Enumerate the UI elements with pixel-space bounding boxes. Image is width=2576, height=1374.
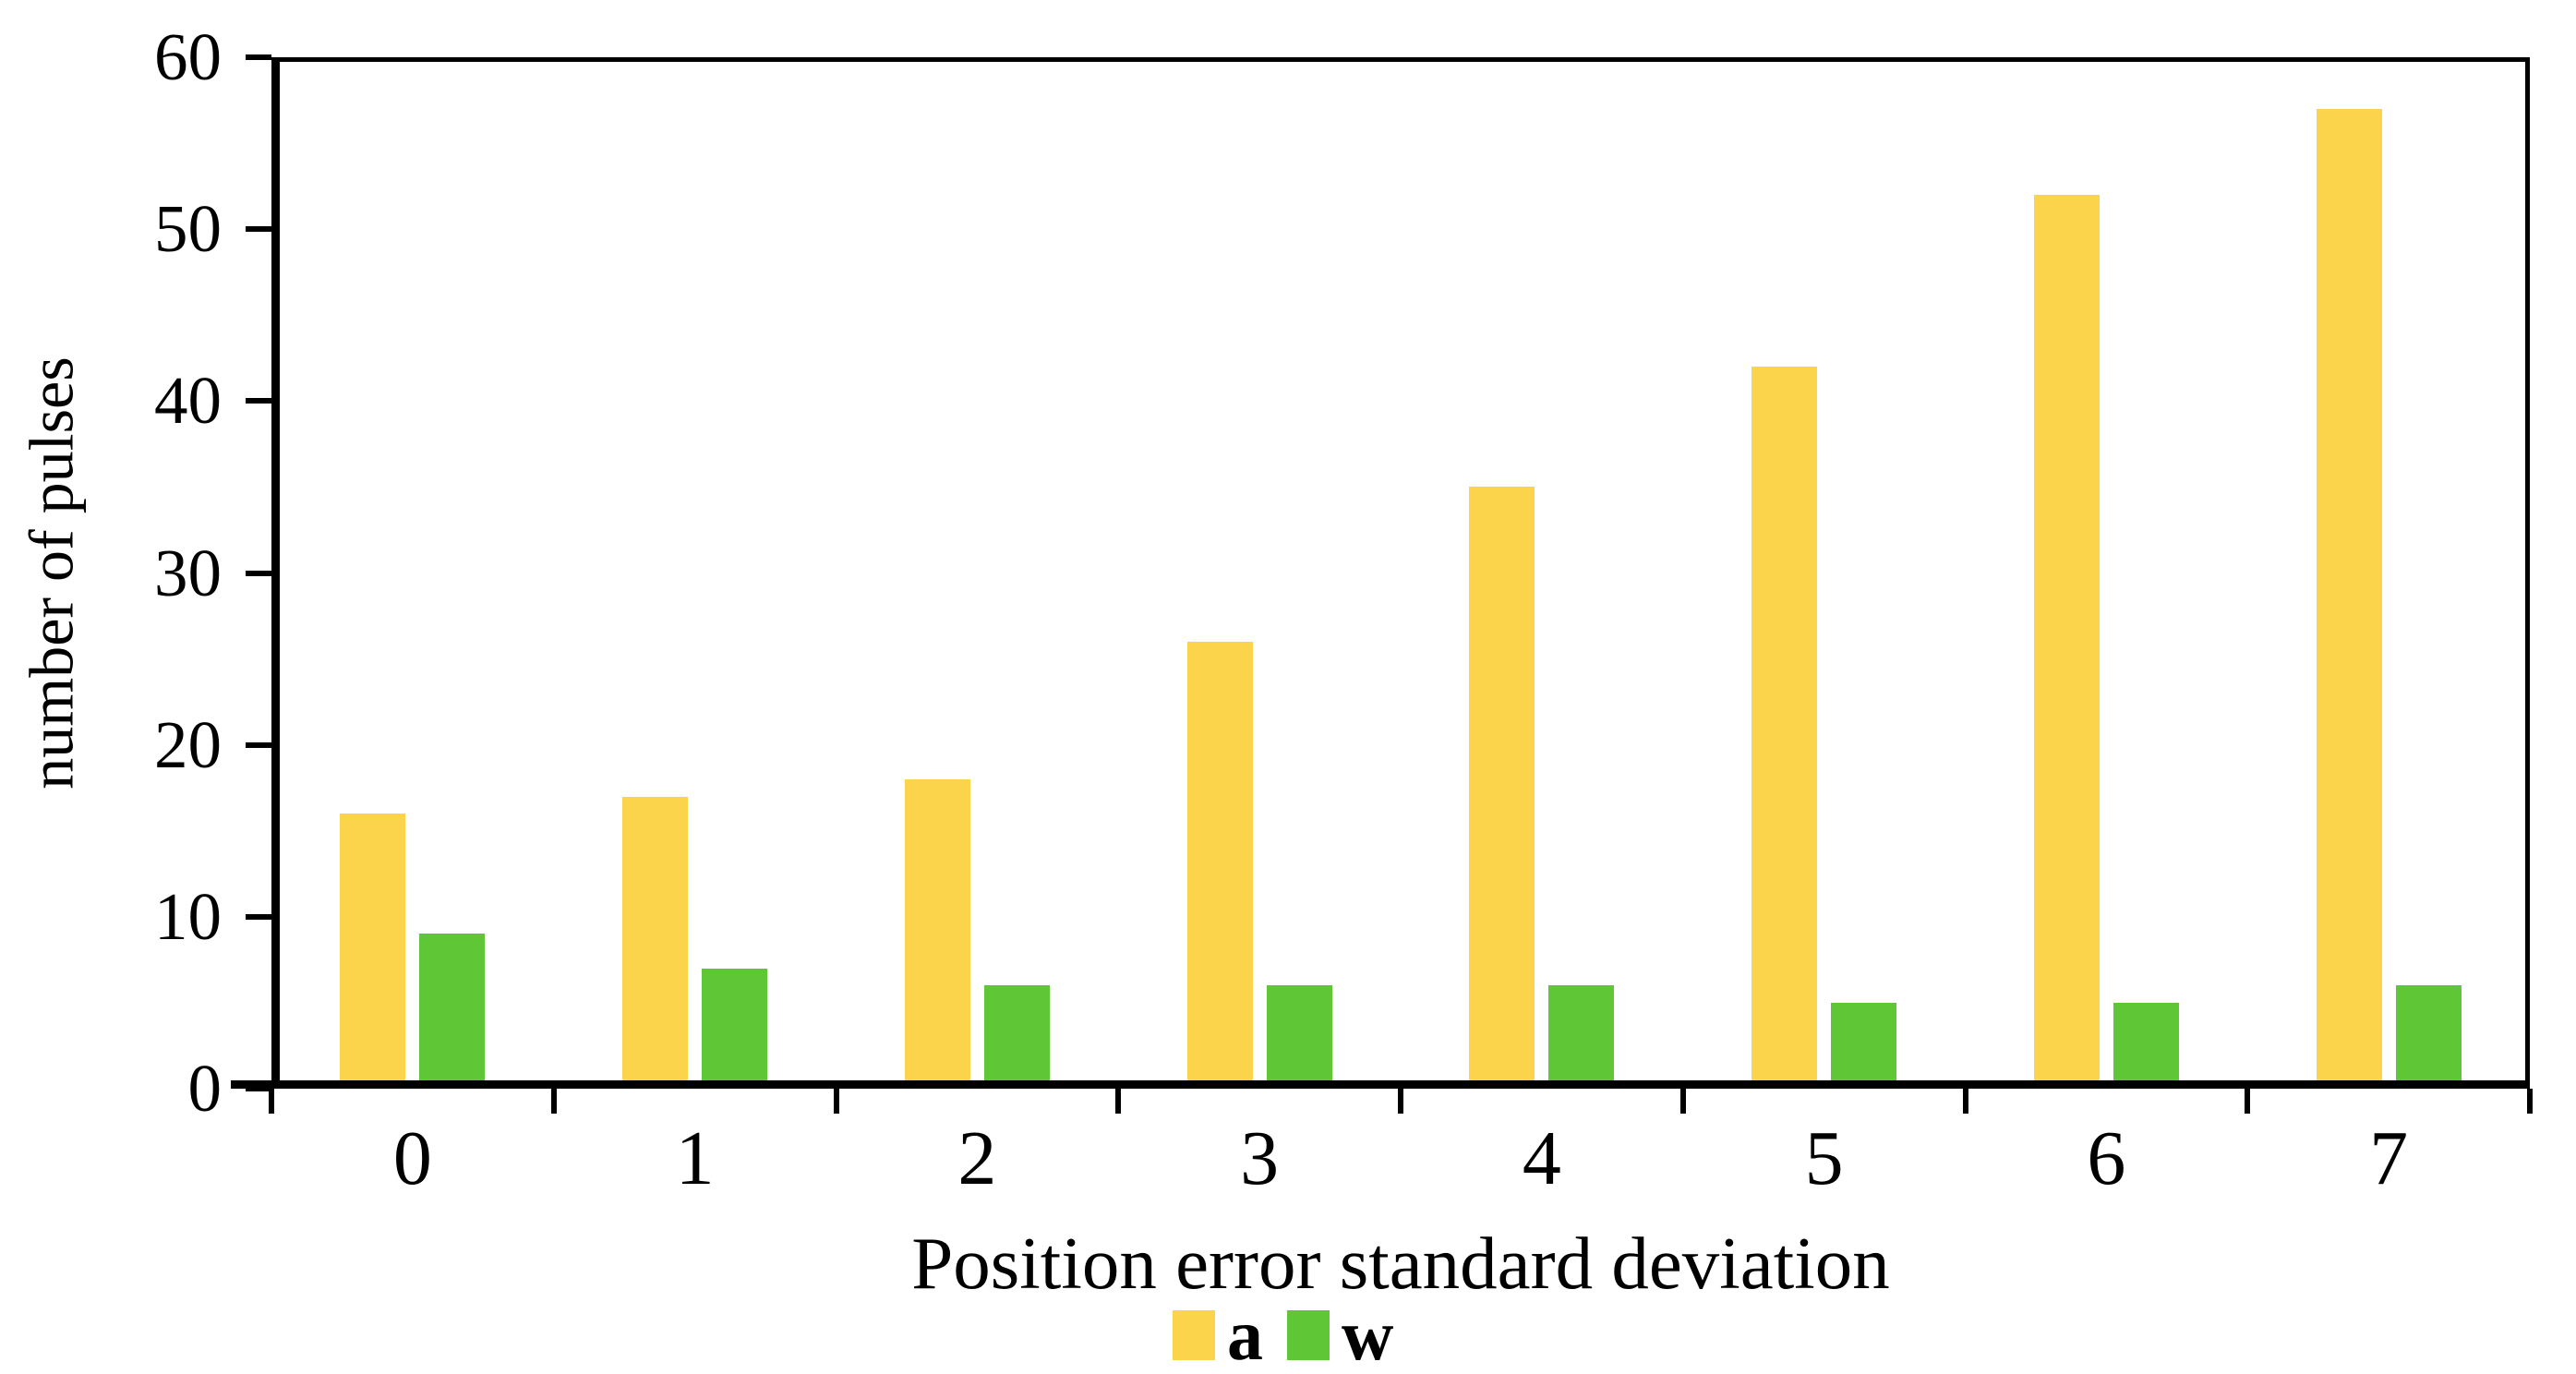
x-tick-label-4: 4 bbox=[1522, 1115, 1561, 1201]
legend-item-w: w bbox=[1287, 1295, 1394, 1374]
legend-label-w: w bbox=[1342, 1295, 1394, 1374]
y-tick-label-10: 10 bbox=[154, 878, 222, 954]
legend-swatch-w bbox=[1287, 1310, 1330, 1360]
x-tick-4 bbox=[1398, 1089, 1403, 1114]
legend: a w bbox=[1173, 1295, 1394, 1374]
y-tick-label-20: 20 bbox=[154, 706, 222, 782]
bar-a-4 bbox=[1469, 487, 1535, 1089]
x-tick-8 bbox=[2527, 1089, 2533, 1114]
x-axis-title: Position error standard deviation bbox=[911, 1222, 1890, 1305]
x-tick-label-2: 2 bbox=[957, 1115, 997, 1201]
y-axis-line bbox=[271, 57, 280, 1089]
x-axis-line bbox=[231, 1080, 2530, 1089]
y-tick-label-0: 0 bbox=[187, 1051, 223, 1126]
x-tick-5 bbox=[1679, 1089, 1686, 1114]
plot-area bbox=[231, 54, 2533, 1114]
y-tick-60 bbox=[246, 54, 271, 60]
y-tick-20 bbox=[246, 741, 271, 748]
y-tick-0 bbox=[246, 1086, 271, 1091]
bar-w-5 bbox=[1831, 1002, 1897, 1089]
legend-swatch-a bbox=[1173, 1310, 1215, 1360]
x-tick-7 bbox=[2245, 1089, 2251, 1114]
y-tick-40 bbox=[246, 398, 271, 404]
x-tick-0 bbox=[269, 1089, 274, 1114]
plot-frame-top bbox=[271, 57, 2530, 62]
y-tick-label-50: 50 bbox=[154, 191, 222, 267]
bar-a-6 bbox=[2033, 194, 2100, 1089]
x-tick-label-7: 7 bbox=[2369, 1115, 2409, 1201]
bar-w-7 bbox=[2395, 985, 2462, 1089]
bar-a-0 bbox=[340, 814, 406, 1089]
x-tick-label-6: 6 bbox=[2087, 1115, 2126, 1201]
bar-w-2 bbox=[983, 985, 1050, 1089]
bar-a-7 bbox=[2316, 108, 2382, 1089]
bar-w-6 bbox=[2113, 1002, 2179, 1089]
bar-w-4 bbox=[1548, 985, 1615, 1089]
y-tick-10 bbox=[246, 913, 271, 920]
x-tick-1 bbox=[550, 1089, 557, 1114]
y-tick-label-60: 60 bbox=[154, 19, 222, 94]
y-tick-50 bbox=[246, 226, 271, 233]
bar-w-0 bbox=[419, 934, 486, 1089]
y-tick-label-40: 40 bbox=[154, 363, 222, 439]
y-tick-30 bbox=[246, 570, 271, 576]
y-tick-label-30: 30 bbox=[154, 535, 222, 610]
bar-a-2 bbox=[904, 778, 970, 1089]
x-tick-label-1: 1 bbox=[675, 1115, 715, 1201]
x-tick-3 bbox=[1115, 1089, 1122, 1114]
bar-a-3 bbox=[1186, 641, 1253, 1089]
x-tick-6 bbox=[1962, 1089, 1968, 1114]
bar-w-3 bbox=[1266, 985, 1332, 1089]
x-tick-label-5: 5 bbox=[1804, 1115, 1844, 1201]
bar-w-1 bbox=[702, 968, 768, 1089]
legend-item-a: a bbox=[1173, 1295, 1263, 1374]
x-tick-2 bbox=[833, 1089, 839, 1114]
plot-frame-right bbox=[2525, 57, 2530, 1089]
bar-a-5 bbox=[1751, 367, 1818, 1089]
bar-a-1 bbox=[622, 796, 689, 1089]
x-tick-label-0: 0 bbox=[392, 1115, 432, 1201]
legend-label-a: a bbox=[1227, 1295, 1263, 1374]
x-tick-label-3: 3 bbox=[1240, 1115, 1280, 1201]
